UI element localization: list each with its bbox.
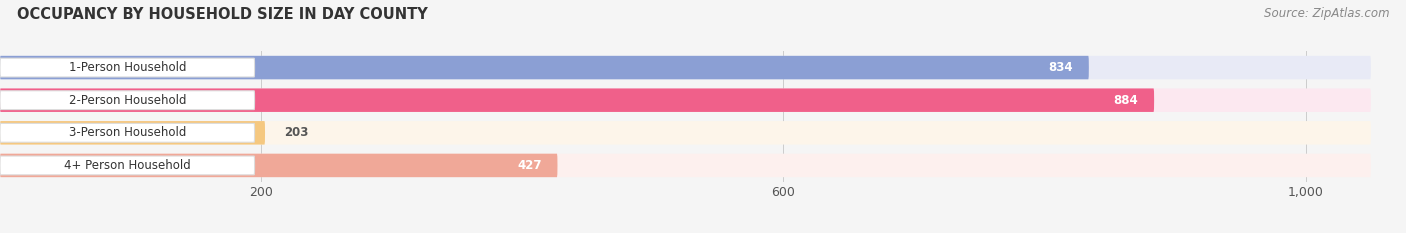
FancyBboxPatch shape — [0, 154, 1371, 177]
Text: 1-Person Household: 1-Person Household — [69, 61, 186, 74]
Text: 884: 884 — [1114, 94, 1139, 107]
FancyBboxPatch shape — [0, 56, 1088, 79]
Text: 3-Person Household: 3-Person Household — [69, 126, 186, 139]
Text: OCCUPANCY BY HOUSEHOLD SIZE IN DAY COUNTY: OCCUPANCY BY HOUSEHOLD SIZE IN DAY COUNT… — [17, 7, 427, 22]
FancyBboxPatch shape — [0, 156, 254, 175]
FancyBboxPatch shape — [0, 121, 1371, 144]
FancyBboxPatch shape — [0, 91, 254, 110]
Text: 4+ Person Household: 4+ Person Household — [63, 159, 191, 172]
FancyBboxPatch shape — [0, 58, 254, 77]
Text: 427: 427 — [517, 159, 541, 172]
FancyBboxPatch shape — [0, 123, 254, 142]
Text: 834: 834 — [1049, 61, 1073, 74]
FancyBboxPatch shape — [0, 89, 1371, 112]
Text: 203: 203 — [284, 126, 309, 139]
FancyBboxPatch shape — [0, 154, 557, 177]
Text: Source: ZipAtlas.com: Source: ZipAtlas.com — [1264, 7, 1389, 20]
Text: 2-Person Household: 2-Person Household — [69, 94, 186, 107]
FancyBboxPatch shape — [0, 121, 264, 144]
FancyBboxPatch shape — [0, 56, 1371, 79]
FancyBboxPatch shape — [0, 89, 1154, 112]
